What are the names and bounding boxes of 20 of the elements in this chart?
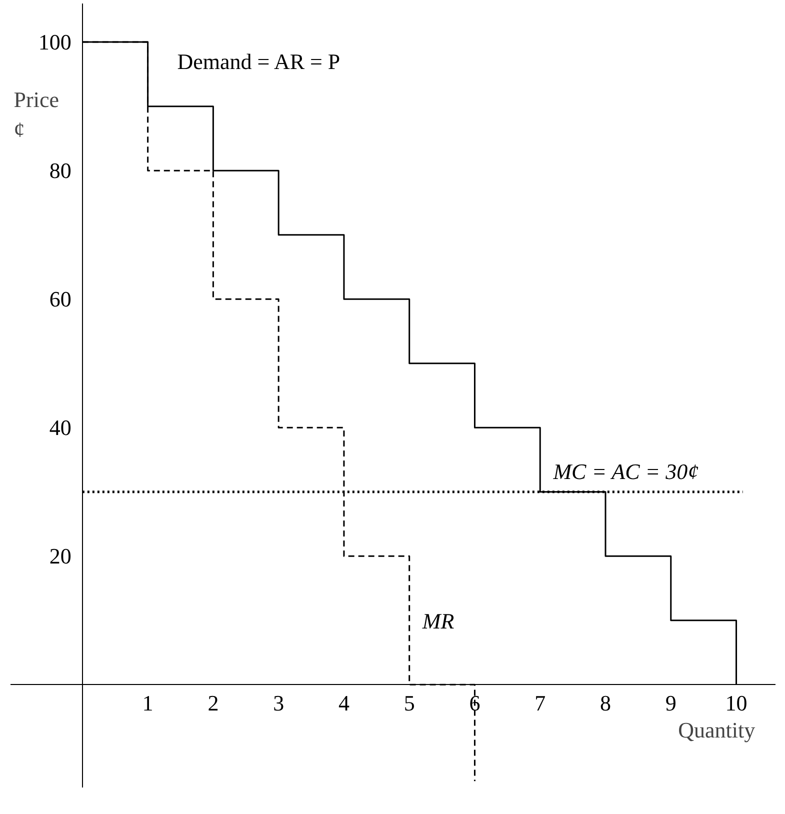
x-axis-title: Quantity bbox=[678, 718, 756, 743]
x-tick-label: 7 bbox=[534, 690, 546, 716]
x-tick-label: 3 bbox=[273, 690, 284, 716]
series-label: MC = AC = 30¢ bbox=[552, 459, 699, 484]
series-label: Demand = AR = P bbox=[177, 49, 340, 74]
x-tick-label: 1 bbox=[142, 690, 154, 716]
y-tick-label: 100 bbox=[38, 30, 72, 55]
y-tick-label: 40 bbox=[49, 415, 72, 440]
y-tick-label: 20 bbox=[49, 544, 72, 569]
y-axis-title: Price ¢ bbox=[14, 87, 59, 142]
x-tick-label: 9 bbox=[665, 690, 676, 716]
y-tick-label: 80 bbox=[49, 158, 72, 184]
x-tick-label: 2 bbox=[208, 690, 219, 716]
y-tick-label: 60 bbox=[49, 286, 72, 312]
series-label: MR bbox=[421, 608, 455, 634]
x-tick-label: 4 bbox=[338, 690, 350, 716]
x-tick-label: 10 bbox=[725, 690, 748, 716]
x-tick-label: 8 bbox=[600, 690, 611, 716]
x-tick-label: 5 bbox=[404, 690, 415, 716]
x-tick-label: 6 bbox=[469, 690, 480, 716]
